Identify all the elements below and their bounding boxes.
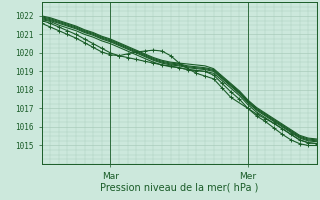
X-axis label: Pression niveau de la mer( hPa ): Pression niveau de la mer( hPa ) [100,182,258,192]
